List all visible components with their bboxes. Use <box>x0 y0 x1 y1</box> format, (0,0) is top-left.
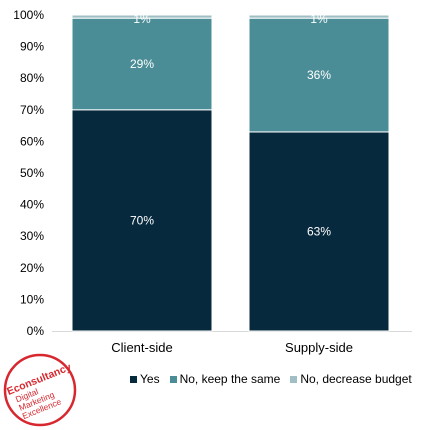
legend-item-decrease: No, decrease budget <box>290 372 412 386</box>
x-axis: Client-side Supply-side <box>111 340 353 355</box>
y-axis: 0% 10% 20% 30% 40% 50% 60% 70% 80% 90% 100% <box>13 8 412 338</box>
data-label: 70% <box>130 213 154 227</box>
y-tick-label: 20% <box>20 261 44 275</box>
legend-swatch-keep <box>169 375 177 383</box>
legend-label-yes: Yes <box>140 372 160 386</box>
y-tick-label: 10% <box>20 292 44 306</box>
y-tick-label: 70% <box>20 103 44 117</box>
data-label: 29% <box>130 57 154 71</box>
econsultancy-logo: Econsultancy Digital Marketing Excellenc… <box>3 353 77 427</box>
x-tick-label: Supply-side <box>285 340 353 355</box>
bars: 70% 29% 1% 63% 36% 1% <box>71 12 390 332</box>
x-tick-label: Client-side <box>111 340 172 355</box>
legend-swatch-yes <box>130 375 137 383</box>
legend-item-keep: No, keep the same <box>169 372 281 386</box>
y-tick-label: 60% <box>20 134 44 148</box>
data-label: 36% <box>307 68 331 82</box>
y-tick-label: 80% <box>20 71 44 85</box>
y-tick-label: 90% <box>20 40 44 54</box>
data-label: 1% <box>133 12 151 26</box>
y-tick-label: 30% <box>20 229 44 243</box>
data-label: 1% <box>310 12 328 26</box>
legend-label-decrease: No, decrease budget <box>300 372 412 386</box>
bar-segment <box>71 109 213 332</box>
legend-swatch-decrease <box>290 375 298 383</box>
bar-segment <box>248 14 390 19</box>
bar-segment <box>248 17 390 133</box>
legend-item-yes: Yes <box>130 372 160 386</box>
y-tick-label: 50% <box>20 166 44 180</box>
legend: Yes No, keep the same No, decrease budge… <box>130 372 412 386</box>
data-label: 63% <box>307 224 331 238</box>
logo-ring-icon <box>3 353 77 427</box>
bar-segment <box>71 17 213 111</box>
bar-segment <box>248 131 390 332</box>
y-tick-label: 0% <box>27 324 45 338</box>
y-tick-label: 100% <box>13 8 44 22</box>
y-tick-label: 40% <box>20 198 44 212</box>
legend-label-keep: No, keep the same <box>179 372 281 386</box>
bar-segment <box>71 14 213 19</box>
